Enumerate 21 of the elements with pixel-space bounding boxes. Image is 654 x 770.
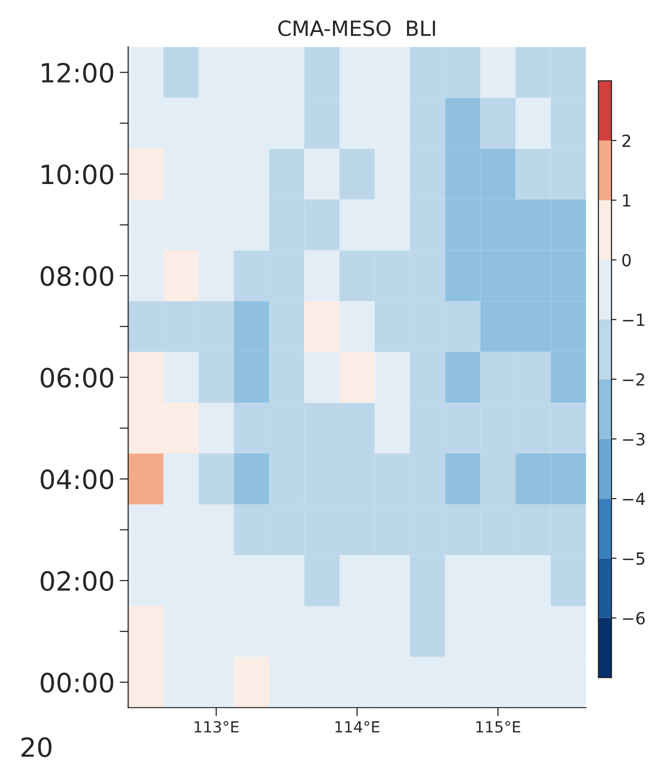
x-tick-label: 113°E [194,721,238,733]
x-tick-label: 115°E [476,721,520,733]
color-bar-label: −2 [622,373,644,386]
y-tick-label: 10:00 [42,164,114,184]
color-bar-label: 0 [622,254,631,266]
color-bar-label: −6 [622,612,645,624]
chart-title: CMA-MESO BLI [278,20,435,36]
color-bar-label: 2 [622,134,630,147]
y-tick-label: 08:00 [40,266,114,286]
x-tick-label: 114°E [336,721,380,732]
color-bar-label: 1 [623,194,630,207]
color-bar-label: −5 [622,552,644,565]
color-bar-label: −4 [622,492,645,505]
color-bar-label: −1 [622,314,644,326]
y-tick-label: 02:00 [40,571,114,591]
color-bar-label: −3 [622,432,644,446]
y-tick-label: 12:00 [42,62,114,83]
y-tick-label: 00:00 [40,672,114,693]
text: 20 [22,737,52,758]
y-tick-label: 06:00 [40,368,114,388]
y-tick-label: 04:00 [40,469,114,490]
